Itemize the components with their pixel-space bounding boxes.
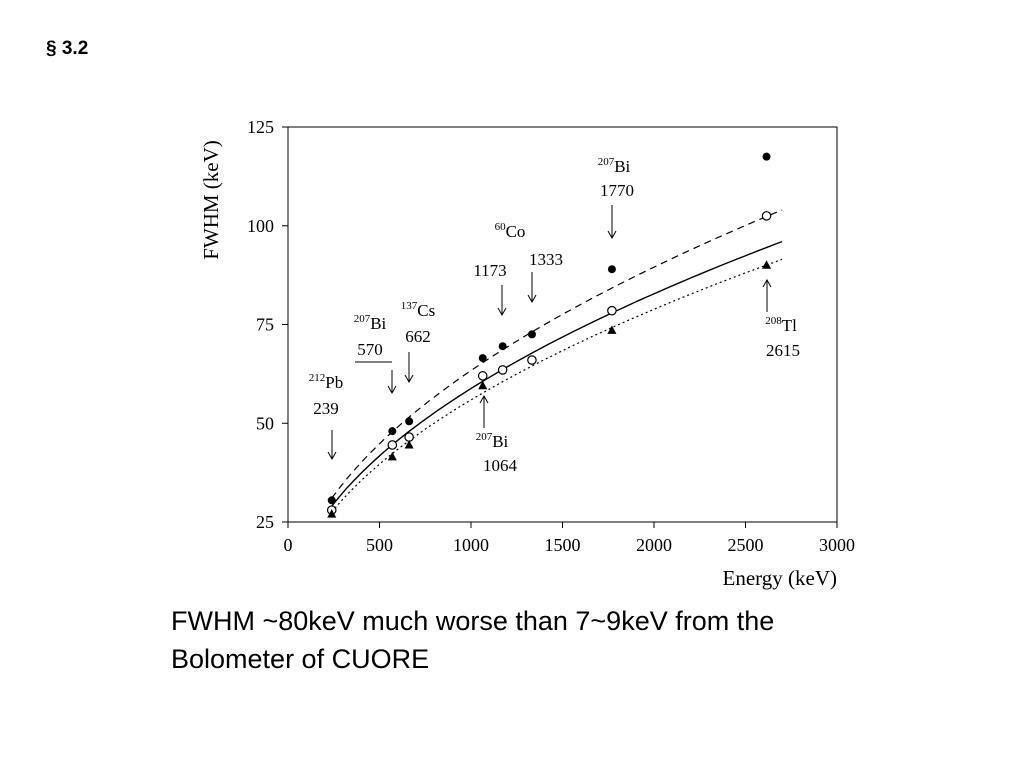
y-tick-label: 100 [247,216,274,236]
isotope-name: 60Co [495,221,526,241]
point-open-circle [387,440,398,450]
point-filled-triangle [387,451,397,461]
x-tick-label: 0 [284,535,293,555]
x-tick-label: 2000 [636,535,672,555]
section-number: § 3.2 [46,38,89,59]
x-tick-label: 1000 [453,535,489,555]
point-open-circle [761,211,772,221]
slide-caption: FWHM ~80keV much worse than 7~9keV from … [171,602,931,678]
fit-curve-solid [331,240,783,507]
isotope-name: 137Cs [401,300,435,320]
arrow-head [762,278,772,288]
point-filled-circle [405,417,414,426]
arrow-head [497,307,507,317]
isotope-name: 207Bi [476,431,509,451]
point-filled-circle [388,427,397,436]
point-open-circle [497,365,508,375]
isotope-label-Bi-1064: 207Bi 1064 [476,394,518,475]
isotope-energy: 1333 [529,250,563,269]
arrow-head [404,374,414,384]
isotope-energy: 239 [313,399,339,418]
arrow-head [387,385,397,395]
point-filled-circle [327,496,336,505]
point-filled-circle [527,330,536,339]
caption-line-2: Bolometer of CUORE [171,644,430,674]
point-filled-circle [607,265,616,274]
y-tick-label: 25 [256,512,274,532]
axis-ticks: 0 500 1000 1500 2000 2500 3000 25 50 75 100 125 [247,117,855,555]
isotope-label-Tl-2615: 208Tl 2615 [762,278,800,360]
isotope-label-Bi-1770: 207Bi 1770 [598,156,634,240]
point-filled-triangle [478,380,488,390]
isotope-label-Cs-662: 137Cs 662 [401,300,435,384]
point-filled-triangle [327,509,337,518]
x-tick-label: 500 [366,535,393,555]
isotope-name: 212Pb [309,372,343,392]
isotope-energy: 662 [405,327,431,346]
point-open-circle [607,305,617,316]
point-open-circle [477,371,488,381]
data-points [326,152,772,518]
isotope-name: 208Tl [765,315,797,335]
point-filled-circle [478,354,487,363]
x-tick-label: 2500 [728,535,764,555]
fwhm-energy-chart: 0 500 1000 1500 2000 2500 3000 25 50 75 100 125 212… [199,117,855,590]
isotope-annotations: 212Pb 239 207Bi 570 137Cs 662 207Bi 1064 60Co 117… [309,156,800,475]
isotope-energy: 570 [357,340,383,359]
y-tick-label: 75 [256,315,274,335]
arrow-head [327,451,337,461]
arrow-head [527,294,537,304]
point-filled-triangle [762,260,772,269]
isotope-energy: 1173 [473,261,506,280]
isotope-energy: 1770 [600,181,634,200]
isotope-label-Pb-239: 212Pb 239 [309,372,343,461]
arrow-head [607,230,617,240]
isotope-energy: 1064 [483,456,518,475]
point-filled-circle [762,152,771,161]
y-tick-label: 125 [247,117,274,137]
point-filled-triangle [607,325,617,334]
y-axis-label: FWHM (keV) [199,140,223,260]
caption-line-1: FWHM ~80keV much worse than 7~9keV from … [171,606,775,636]
isotope-name: 207Bi [598,156,631,176]
y-tick-label: 50 [256,413,274,433]
x-axis-label: Energy (keV) [723,566,838,590]
x-tick-label: 1500 [545,535,581,555]
point-open-circle [527,355,537,365]
fit-curve-dotted [331,258,783,513]
arrow-head [479,394,489,404]
point-filled-triangle [404,439,414,449]
point-filled-circle [498,342,507,351]
isotope-label-line-1333: 1333 [527,250,563,304]
isotope-label-Bi-570: 207Bi 570 [354,313,397,395]
x-tick-label: 3000 [819,535,855,555]
isotope-label-Co-1173: 60Co 1173 [473,221,526,317]
isotope-energy: 2615 [766,341,800,360]
isotope-name: 207Bi [354,313,387,333]
